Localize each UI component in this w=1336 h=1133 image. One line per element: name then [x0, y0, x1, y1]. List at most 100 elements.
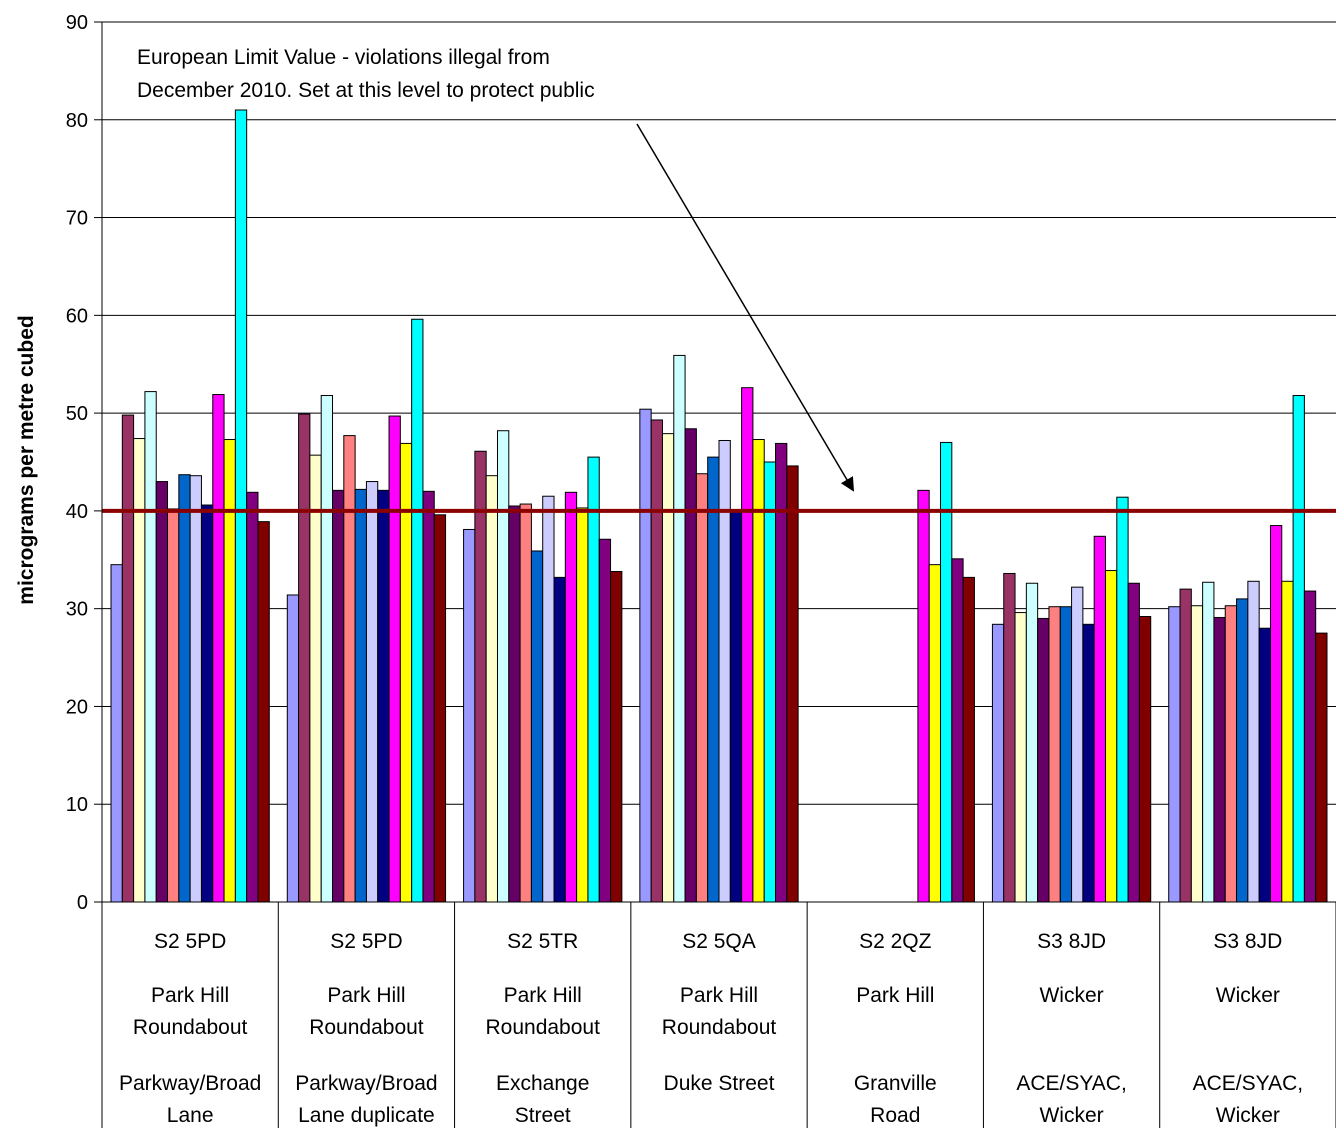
annotation: European Limit Value - violations illega…: [137, 46, 855, 492]
category-site-label: ACE/SYAC,: [1193, 1072, 1303, 1095]
bar: [298, 413, 311, 903]
annotation-arrow: [636, 123, 855, 492]
bar: [610, 571, 623, 903]
y-tick-label: 90: [66, 12, 88, 34]
bar: [433, 514, 447, 903]
bar: [133, 438, 146, 903]
bar: [564, 491, 578, 903]
bar: [1258, 627, 1271, 903]
bar: [388, 415, 401, 903]
bar: [1202, 581, 1215, 903]
bar: [1179, 588, 1192, 903]
category-site-label: Exchange: [496, 1072, 589, 1095]
bar: [1247, 580, 1260, 903]
bar: [189, 475, 202, 903]
bar: [1315, 632, 1328, 903]
category-area-label: Roundabout: [485, 1016, 600, 1039]
bar: [729, 511, 743, 903]
bar: [553, 576, 566, 903]
y-tick-label: 60: [66, 305, 88, 327]
bar: [144, 391, 157, 903]
bar: [598, 538, 612, 903]
bar: [1168, 606, 1181, 903]
category-site-label: Wicker: [1216, 1104, 1280, 1127]
y-tick-label: 10: [66, 794, 88, 816]
bar: [695, 473, 709, 903]
bar: [673, 354, 686, 903]
bar: [309, 454, 322, 903]
bar: [155, 481, 169, 903]
bar: [212, 394, 225, 903]
category-area-label: Park Hill: [680, 984, 758, 1007]
bar: [1059, 606, 1073, 903]
bar: [1292, 395, 1305, 903]
bar: [463, 528, 476, 903]
category-area-label: Park Hill: [151, 984, 229, 1007]
bar: [951, 558, 964, 903]
y-tick-label: 70: [66, 208, 88, 230]
bar: [496, 430, 510, 903]
bar: [1116, 496, 1129, 903]
axes: 0 10 20 30 40 50 60 70 80 90: [66, 12, 1336, 1128]
bar: [1048, 606, 1061, 903]
bar: [1269, 525, 1283, 903]
category-area-label: Park Hill: [856, 984, 934, 1007]
bar: [962, 576, 975, 903]
y-tick-label: 20: [66, 696, 88, 718]
bar: [1190, 605, 1204, 903]
y-tick-label: 0: [77, 892, 88, 914]
bar: [1224, 605, 1238, 903]
bar: [257, 521, 270, 903]
bar: [752, 439, 765, 903]
bar: [741, 387, 754, 903]
y-tick-label: 80: [66, 110, 88, 132]
bar: [786, 465, 799, 903]
bar: [474, 450, 487, 903]
category-site-label: Street: [515, 1104, 571, 1127]
bar: [1127, 582, 1140, 903]
category-postcode-label: S2 5QA: [682, 930, 756, 953]
bar: [286, 594, 300, 903]
y-tick-label: 50: [66, 403, 88, 425]
bar: [485, 475, 498, 903]
y-tick-label: 30: [66, 599, 88, 621]
bar: [587, 456, 600, 903]
category-site-label: Parkway/Broad: [295, 1072, 437, 1095]
annotation-text: December 2010. Set at this level to prot…: [137, 79, 595, 102]
category-postcode-label: S2 2QZ: [859, 930, 932, 953]
bar: [1071, 586, 1084, 903]
bar: [246, 491, 259, 903]
bar: [354, 488, 367, 903]
bar: [519, 503, 532, 903]
annotation-text: European Limit Value - violations illega…: [137, 46, 550, 69]
bar: [1082, 623, 1095, 903]
category-area-label: Park Hill: [504, 984, 582, 1007]
bar: [332, 489, 345, 903]
bar: [707, 456, 720, 903]
bar: [110, 564, 123, 903]
category-postcode-label: S2 5PD: [330, 930, 402, 953]
bar: [576, 507, 589, 903]
category-postcode-label: S3 8JD: [1213, 930, 1282, 953]
bar: [411, 318, 424, 903]
bar: [530, 550, 544, 903]
bar: [1104, 570, 1118, 903]
category-area-label: Roundabout: [309, 1016, 424, 1039]
bar: [661, 433, 675, 903]
category-area-label: Roundabout: [133, 1016, 248, 1039]
category-postcode-label: S2 5TR: [507, 930, 578, 953]
bar: [1213, 616, 1226, 903]
bar: [365, 481, 379, 903]
bar: [1281, 580, 1294, 903]
category-site-label: Lane: [167, 1104, 214, 1127]
bar: [200, 504, 214, 903]
bar: [178, 474, 191, 903]
bars: [110, 109, 1328, 903]
category-area-label: Wicker: [1216, 984, 1280, 1007]
bar: [1037, 617, 1050, 903]
bar: [343, 435, 356, 903]
category-area-label: Park Hill: [327, 984, 405, 1007]
bar: [508, 505, 521, 903]
